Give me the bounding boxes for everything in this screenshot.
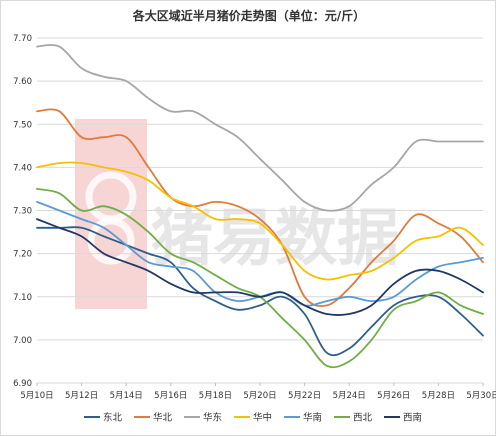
x-tick-label: 5月28日 <box>422 391 455 401</box>
legend-label: 华东 <box>203 412 222 424</box>
y-tick-label: 7.50 <box>13 120 32 130</box>
x-tick-label: 5月30日 <box>466 391 496 401</box>
series-line-西南 <box>36 218 484 316</box>
legend-label: 华南 <box>303 412 322 424</box>
legend-label: 西南 <box>403 412 422 424</box>
legend-label: 华中 <box>253 412 272 424</box>
legend-label: 华北 <box>153 412 173 424</box>
y-tick-label: 7.30 <box>13 207 32 217</box>
x-tick-label: 5月26日 <box>377 391 410 401</box>
series-line-东北 <box>36 226 484 357</box>
series-line-华北 <box>36 108 484 307</box>
x-tick-label: 5月10日 <box>20 391 53 401</box>
y-tick-label: 7.20 <box>13 250 32 260</box>
watermark-logo-ring <box>87 217 135 265</box>
x-tick-label: 5月20日 <box>243 391 276 401</box>
y-tick-label: 7.40 <box>13 163 32 173</box>
series-line-华东 <box>36 44 484 212</box>
y-tick-label: 7.10 <box>13 293 32 303</box>
y-tick-label: 6.90 <box>13 379 32 389</box>
x-tick-label: 5月22日 <box>288 391 321 401</box>
x-tick-label: 5月12日 <box>65 391 98 401</box>
x-tick-label: 5月18日 <box>199 391 232 401</box>
x-tick-label: 5月24日 <box>333 391 366 401</box>
legend-label: 东北 <box>103 412 123 424</box>
x-tick-label: 5月16日 <box>154 391 187 401</box>
y-tick-label: 7.00 <box>13 336 32 346</box>
y-tick-label: 7.60 <box>13 77 32 87</box>
series-line-华中 <box>36 161 484 281</box>
y-tick-label: 7.70 <box>13 34 32 44</box>
x-tick-label: 5月14日 <box>110 391 143 401</box>
chart-title: 各大区域近半月猪价走势图（单位：元/斤） <box>132 9 366 23</box>
watermark-logo <box>75 119 147 309</box>
legend-label: 西北 <box>353 413 373 424</box>
